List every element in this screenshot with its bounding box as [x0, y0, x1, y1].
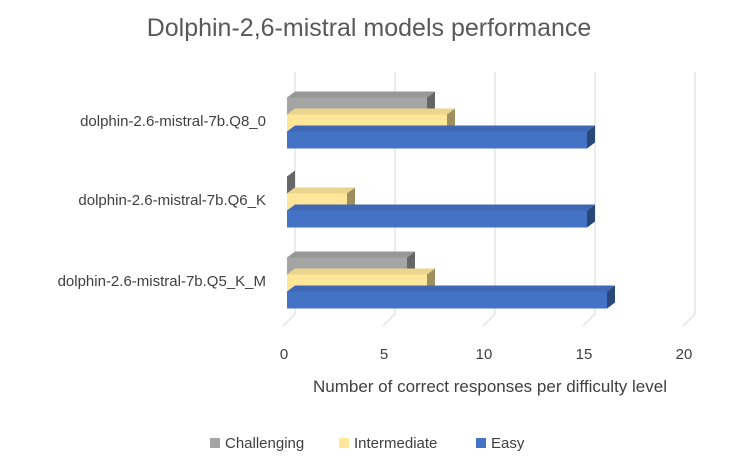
legend-swatch-intermediate	[339, 438, 349, 448]
bar-easy-2	[287, 204, 595, 228]
y-category-label: dolphin-2.6-mistral-7b.Q5_K_M	[58, 273, 266, 290]
x-tick-labels: 0 5 10 15 20	[280, 346, 693, 363]
chart-title: Dolphin-2,6-mistral models performance	[147, 14, 592, 42]
bars	[287, 91, 615, 309]
y-category-label: dolphin-2.6-mistral-7b.Q6_K	[78, 192, 266, 209]
x-tick-label: 5	[380, 346, 388, 363]
gridline-floor	[382, 313, 396, 327]
bar-easy-1	[287, 125, 595, 149]
x-tick-label: 15	[576, 346, 593, 363]
gridline-floor	[682, 313, 696, 327]
legend-label-challenging: Challenging	[225, 435, 304, 452]
legend-label-easy: Easy	[491, 435, 525, 452]
gridline-floor	[482, 313, 496, 327]
legend-swatch-easy	[476, 438, 486, 448]
category-labels: dolphin-2.6-mistral-7b.Q8_0 dolphin-2.6-m…	[58, 113, 266, 290]
bar-easy-3	[287, 285, 615, 309]
legend-label-intermediate: Intermediate	[354, 435, 437, 452]
x-tick-label: 10	[476, 346, 493, 363]
x-axis-label: Number of correct responses per difficul…	[313, 377, 667, 396]
x-tick-label: 20	[676, 346, 693, 363]
bar-challenging-2	[287, 170, 295, 194]
legend: Challenging Intermediate Easy	[210, 435, 525, 452]
gridline-floor	[582, 313, 596, 327]
y-category-label: dolphin-2.6-mistral-7b.Q8_0	[80, 113, 266, 130]
legend-swatch-challenging	[210, 438, 220, 448]
gridline-floor	[282, 313, 296, 327]
x-tick-label: 0	[280, 346, 288, 363]
